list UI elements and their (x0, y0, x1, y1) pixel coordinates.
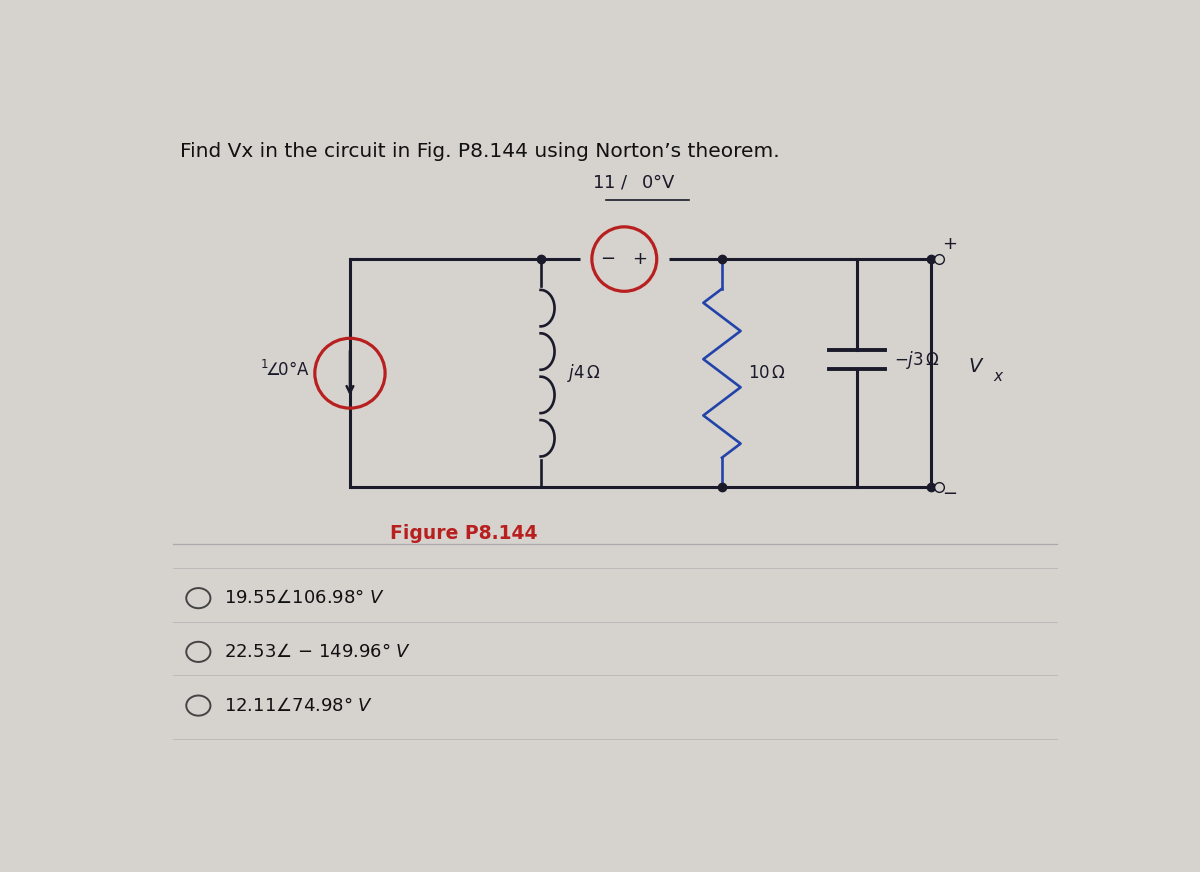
Text: 22.53$\angle$ $-$ 149.96° $V$: 22.53$\angle$ $-$ 149.96° $V$ (224, 643, 412, 661)
Text: $11$: $11$ (592, 174, 616, 192)
Text: $^1\!\angle\!0°$A: $^1\!\angle\!0°$A (260, 360, 310, 380)
Text: Find Vx in the circuit in Fig. P8.144 using Norton’s theorem.: Find Vx in the circuit in Fig. P8.144 us… (180, 142, 779, 161)
Text: −: − (942, 485, 958, 503)
Text: −: − (600, 250, 616, 268)
Text: $j4\,\Omega$: $j4\,\Omega$ (566, 362, 600, 385)
Text: $/$: $/$ (619, 174, 628, 192)
Text: +: + (942, 235, 958, 253)
Text: $V$: $V$ (968, 357, 985, 376)
Text: +: + (631, 250, 647, 268)
Text: 19.55$\angle$106.98° $V$: 19.55$\angle$106.98° $V$ (224, 589, 385, 607)
Text: $0°\mathrm{V}$: $0°\mathrm{V}$ (641, 174, 676, 192)
Text: $10\,\Omega$: $10\,\Omega$ (748, 364, 786, 382)
Text: 12.11$\angle$74.98° $V$: 12.11$\angle$74.98° $V$ (224, 697, 373, 714)
Text: Figure P8.144: Figure P8.144 (390, 523, 538, 542)
Text: $x$: $x$ (992, 369, 1004, 384)
Text: $-j3\,\Omega$: $-j3\,\Omega$ (894, 349, 940, 371)
